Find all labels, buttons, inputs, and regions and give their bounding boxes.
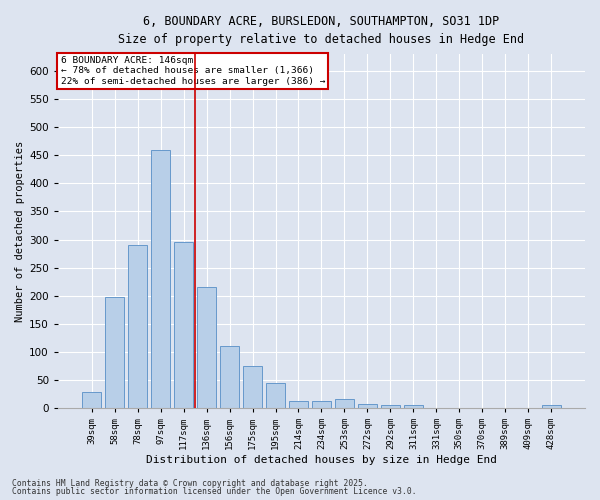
Bar	[82, 392, 101, 408]
Bar	[174, 242, 193, 408]
Bar	[151, 150, 170, 408]
Bar	[312, 402, 331, 408]
Bar	[380, 406, 400, 408]
Text: 6 BOUNDARY ACRE: 146sqm
← 78% of detached houses are smaller (1,366)
22% of semi: 6 BOUNDARY ACRE: 146sqm ← 78% of detache…	[61, 56, 325, 86]
Text: Contains HM Land Registry data © Crown copyright and database right 2025.: Contains HM Land Registry data © Crown c…	[12, 478, 368, 488]
Bar	[404, 405, 423, 408]
Bar	[128, 245, 148, 408]
Bar	[289, 402, 308, 408]
Bar	[358, 404, 377, 408]
Bar	[266, 383, 285, 408]
X-axis label: Distribution of detached houses by size in Hedge End: Distribution of detached houses by size …	[146, 455, 497, 465]
Bar	[542, 406, 561, 408]
Bar	[220, 346, 239, 408]
Bar	[243, 366, 262, 408]
Text: Contains public sector information licensed under the Open Government Licence v3: Contains public sector information licen…	[12, 487, 416, 496]
Title: 6, BOUNDARY ACRE, BURSLEDON, SOUTHAMPTON, SO31 1DP
Size of property relative to : 6, BOUNDARY ACRE, BURSLEDON, SOUTHAMPTON…	[118, 15, 524, 46]
Bar	[197, 288, 217, 408]
Bar	[335, 398, 354, 408]
Y-axis label: Number of detached properties: Number of detached properties	[15, 140, 25, 322]
Bar	[105, 298, 124, 408]
